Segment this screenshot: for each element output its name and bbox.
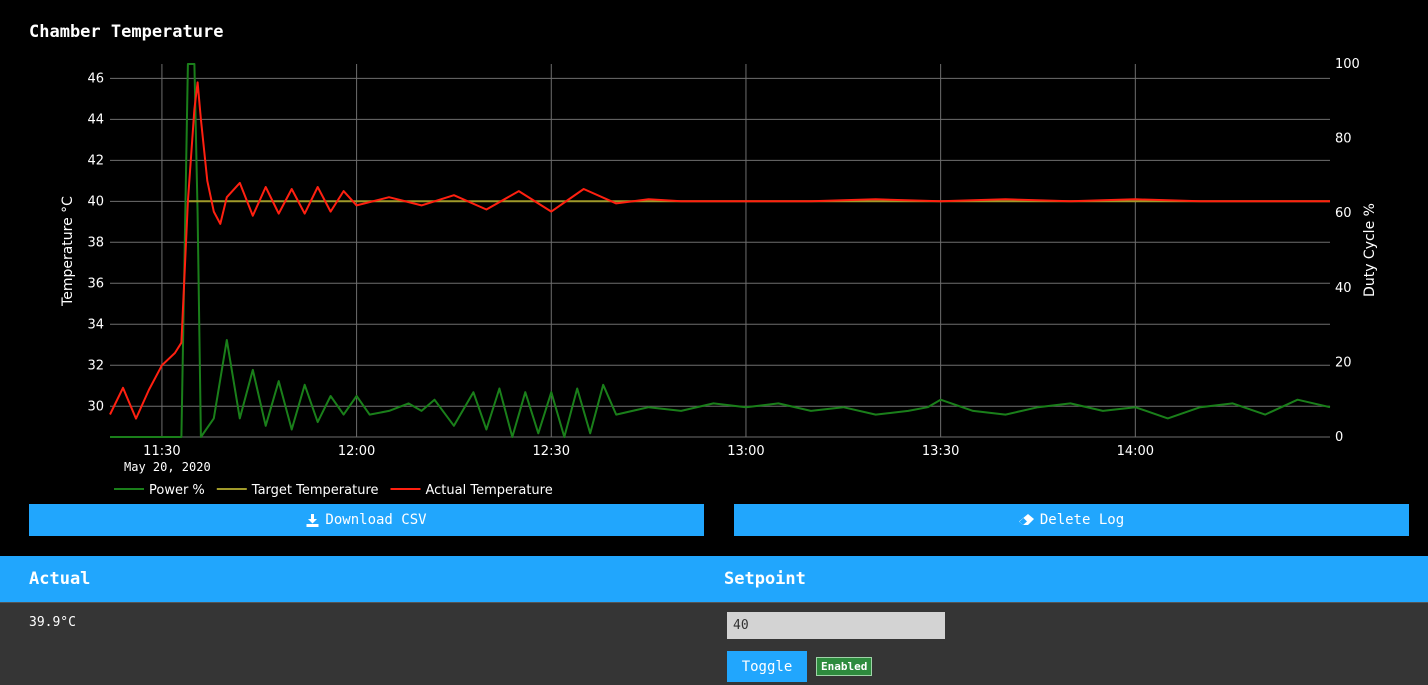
actual-heading: Actual: [29, 569, 91, 589]
actual-temperature-value: 39.9°C: [29, 615, 76, 630]
y2-tick-label: 80: [1335, 132, 1352, 147]
x-tick-label: 12:30: [533, 444, 570, 459]
y2-tick-label: 0: [1335, 430, 1343, 445]
y2-tick-label: 20: [1335, 355, 1352, 370]
temperature-chart: 30 32 34 36 38 40 42 44 46 0 20 40 60 80 100 11:30 12:00…: [60, 57, 1378, 498]
y-tick-label: 32: [87, 358, 104, 373]
y-tick-label: 36: [87, 276, 104, 291]
status-panel-body: 39.9°C Toggle Enabled: [0, 602, 1428, 685]
delete-log-label: Delete Log: [1039, 512, 1125, 528]
setpoint-input[interactable]: [727, 612, 945, 639]
y-tick-label: 34: [87, 317, 104, 332]
y-axis-title: Temperature °C: [60, 196, 76, 307]
x-tick-label: 13:30: [922, 444, 959, 459]
y-tick-label: 38: [87, 235, 104, 250]
toggle-button[interactable]: Toggle: [727, 651, 807, 682]
legend-label-0: Power %: [149, 483, 205, 498]
legend-label-2: Actual Temperature: [426, 483, 553, 498]
y2-tick-label: 60: [1335, 206, 1352, 221]
y-tick-label: 40: [87, 194, 104, 209]
date-label: May 20, 2020: [124, 460, 211, 474]
download-csv-button[interactable]: Download CSV: [29, 504, 704, 536]
download-csv-label: Download CSV: [325, 512, 427, 528]
series-line-2: [109, 81, 1330, 420]
y-tick-label: 30: [87, 399, 104, 414]
legend-label-1: Target Temperature: [251, 483, 379, 498]
status-panel-header: Actual Setpoint: [0, 556, 1428, 602]
y2-tick-label: 100: [1335, 57, 1360, 72]
y-tick-label: 46: [87, 71, 104, 86]
x-tick-label: 13:00: [727, 444, 764, 459]
y-tick-label: 42: [87, 153, 104, 168]
x-tick-label: 12:00: [338, 444, 375, 459]
x-tick-label: 11:30: [143, 444, 180, 459]
y2-tick-label: 40: [1335, 281, 1352, 296]
chart-title: Chamber Temperature: [29, 22, 224, 42]
setpoint-heading: Setpoint: [724, 569, 806, 589]
y2-axis-title: Duty Cycle %: [1362, 203, 1378, 297]
status-badge: Enabled: [816, 657, 873, 676]
delete-log-button[interactable]: Delete Log: [734, 504, 1409, 536]
download-icon: [306, 513, 319, 527]
y-tick-label: 44: [87, 112, 104, 127]
x-tick-label: 14:00: [1117, 444, 1154, 459]
series-line-0: [110, 63, 1331, 438]
eraser-icon: [1018, 514, 1034, 525]
